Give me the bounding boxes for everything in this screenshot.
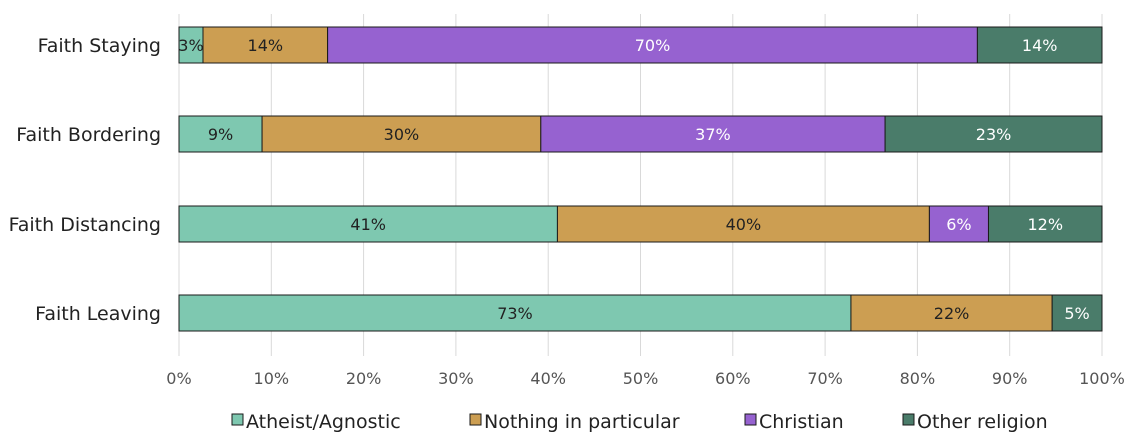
bar-segment [1051,294,1103,332]
bar-segment [556,205,930,243]
category-labels: Faith Staying Faith Bordering Faith Distan… [9,35,161,325]
x-tick-label: 30% [438,369,474,388]
x-tick-label: 50% [623,369,659,388]
data-label: 22% [934,304,970,323]
category-label: Faith Leaving [35,303,161,325]
category-label: Faith Bordering [16,124,161,146]
data-label: 5% [1064,304,1089,323]
x-tick-label: 60% [715,369,751,388]
data-label: 12% [1027,215,1063,234]
data-label: 14% [248,36,284,55]
data-labels: 3% 14% 70% 14% 9% 30% 37% 23% 41% 40% 6% 12% 73% 22% 5… [178,36,1089,323]
bar-segment [976,26,1103,64]
x-tick-label: 20% [346,369,382,388]
data-label: 9% [208,125,233,144]
bar-segment [928,205,989,243]
bar-segment [884,115,1103,153]
bar-segment [178,294,852,332]
legend-swatch [744,413,757,426]
x-tick-label: 90% [992,369,1028,388]
legend-label: Christian [759,411,844,433]
data-label: 14% [1022,36,1058,55]
data-label: 40% [726,215,762,234]
data-label: 73% [497,304,533,323]
x-tick-label: 80% [900,369,936,388]
data-label: 23% [976,125,1012,144]
x-tick-label: 70% [807,369,843,388]
legend-label: Nothing in particular [484,411,680,433]
bar-segment [850,294,1053,332]
data-label: 30% [384,125,420,144]
bar-segment [178,205,558,243]
bars [178,26,1103,332]
bar-segment [540,115,886,153]
data-label: 70% [635,36,671,55]
data-label: 37% [695,125,731,144]
legend-label: Other religion [917,411,1048,433]
legend-swatch [902,413,915,426]
bar-segment [987,205,1103,243]
legend-swatch [469,413,482,426]
x-tick-label: 10% [254,369,290,388]
data-label: 3% [178,36,203,55]
x-tick-label: 40% [530,369,566,388]
x-tick-label: 100% [1079,369,1125,388]
legend-label: Atheist/Agnostic [246,411,401,433]
category-label: Faith Staying [38,35,161,57]
x-tick-label: 0% [166,369,191,388]
legend: Atheist/Agnostic Nothing in particular Chr… [231,411,1048,433]
category-label: Faith Distancing [9,214,161,236]
data-label: 6% [946,215,971,234]
legend-swatch [231,413,244,426]
data-label: 41% [350,215,386,234]
x-axis-ticks: 0% 10% 20% 30% 40% 50% 60% 70% 80% 90% 100% [166,369,1125,388]
